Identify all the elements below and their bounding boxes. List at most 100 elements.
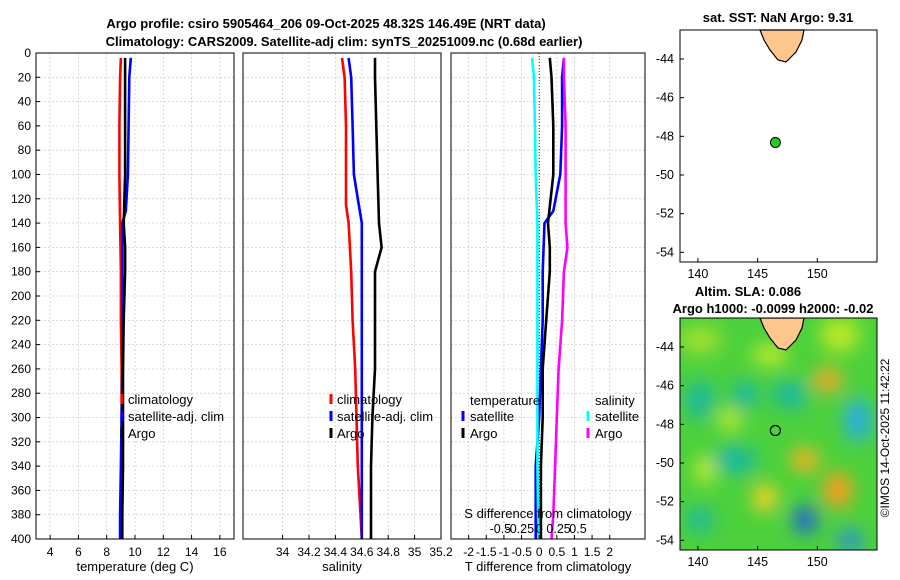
map-x-tick-label: 145 <box>747 555 768 569</box>
figure-title-line1: Argo profile: csiro 5905464_206 09-Oct-2… <box>106 16 545 31</box>
sst-map-panel: sat. SST: NaN Argo: 9.31 140 145 150 -44 -46… <box>656 10 878 281</box>
map-y-tick-label: -44 <box>656 52 674 66</box>
figure-title-line2: Climatology: CARS2009. Satellite-adj cli… <box>106 34 583 49</box>
map-x-tick-label: 145 <box>747 267 768 281</box>
x-tick-label: -1 <box>499 545 510 559</box>
x-tick-label: -0.5 <box>511 545 532 559</box>
y-tick-label: 120 <box>11 192 31 206</box>
series-argo <box>550 57 569 540</box>
legend-label: Argo <box>128 426 155 441</box>
sla-map-frame <box>679 317 878 551</box>
x-tick-label: -1.5 <box>476 545 497 559</box>
legend-label: climatology <box>337 392 403 407</box>
x-tick-label: -2 <box>463 545 474 559</box>
map-y-tick-label: -54 <box>656 245 674 259</box>
legend-label: satellite <box>470 409 514 424</box>
tasmania-landmass <box>759 29 805 63</box>
tasmania-landmass-sla <box>759 318 805 351</box>
x-tick-label: 16 <box>213 545 227 559</box>
series-satellite-adj-clim <box>347 57 364 539</box>
map-x-tick-label: 150 <box>807 555 828 569</box>
argo-location-marker <box>769 137 781 149</box>
axes-frame <box>242 52 442 540</box>
y-tick-label: 80 <box>18 143 32 157</box>
x-tick-label: 34.2 <box>297 545 321 559</box>
map-x-tick-label: 150 <box>807 267 828 281</box>
y-tick-label: 300 <box>11 411 31 425</box>
legend-label: satellite <box>595 409 639 424</box>
temperature-panel: 4 6 8 10 12 14 16 temperature (deg C) 0 20 40 60 80 1… <box>11 46 235 574</box>
sla-heatmap <box>680 318 877 550</box>
y-tick-label: 360 <box>11 483 31 497</box>
x-axis-label: temperature (deg C) <box>76 559 193 574</box>
map-x-tick-label: 140 <box>687 555 708 569</box>
x-tick-label: 35.2 <box>429 545 453 559</box>
y-tick-label: 40 <box>18 95 32 109</box>
map-y-tick-label: -46 <box>656 379 674 393</box>
legend-title-salinity: salinity <box>595 393 635 408</box>
map-y-tick-label: -50 <box>656 456 674 470</box>
x-tick-label: 34.4 <box>324 545 348 559</box>
axes-frame <box>450 52 646 540</box>
x-tick-label: 6 <box>75 545 82 559</box>
legend-label: Argo <box>470 426 497 441</box>
salinity-panel: 34 34.2 34.4 34.6 34.8 35 35.2 salinity climatol… <box>242 52 453 574</box>
legend-label: Argo <box>337 426 364 441</box>
legend-label: Argo <box>595 426 622 441</box>
series-satellite <box>530 57 540 540</box>
sla-map-panel: Altim. SLA: 0.086 Argo h1000: -0.0099 h2… <box>656 284 878 569</box>
salinity-difference-tick-label: -0.5 <box>490 522 512 536</box>
x-tick-label: 4 <box>47 545 54 559</box>
legend-label: satellite-adj. clim <box>128 409 224 424</box>
y-tick-label: 380 <box>11 508 31 522</box>
x-tick-label: 1.5 <box>584 545 601 559</box>
salinity-difference-tick-label: 0.5 <box>569 522 586 536</box>
argo-location-marker-sla <box>769 424 781 437</box>
map-y-tick-label: -50 <box>656 168 674 182</box>
y-tick-label: 240 <box>11 338 31 352</box>
y-tick-label: 60 <box>18 119 32 133</box>
map-y-tick-label: -54 <box>656 533 674 547</box>
y-tick-label: 200 <box>11 289 31 303</box>
x-tick-label: 1 <box>571 545 578 559</box>
y-tick-label: 100 <box>11 168 31 182</box>
x-tick-label: 2 <box>606 545 613 559</box>
salinity-difference-tick-label: 0.25 <box>546 522 570 536</box>
y-tick-label: 20 <box>18 70 32 84</box>
y-tick-label: 0 <box>24 46 31 60</box>
legend-label: satellite-adj. clim <box>337 409 433 424</box>
x-tick-label: 0 <box>536 545 543 559</box>
map-y-tick-label: -48 <box>656 417 674 431</box>
x-tick-label: 34 <box>276 545 290 559</box>
x-axis-label: T difference from climatology <box>465 559 632 574</box>
map-y-tick-label: -52 <box>656 207 674 221</box>
difference-panel: -2 -1.5 -1 -0.5 0 0.5 1 1.5 2T difference from c… <box>450 52 646 574</box>
legend-label: climatology <box>128 392 194 407</box>
x-tick-label: 12 <box>157 545 171 559</box>
series-argo <box>539 57 555 539</box>
sst-map-title: sat. SST: NaN Argo: 9.31 <box>703 10 854 25</box>
x-tick-label: 0.5 <box>548 545 565 559</box>
x-tick-label: 8 <box>103 545 110 559</box>
salinity-difference-tick-label: -0.25 <box>506 522 535 536</box>
sla-title-line1: Altim. SLA: 0.086 <box>695 284 801 299</box>
series-argo <box>369 57 383 539</box>
map-y-tick-label: -52 <box>656 495 674 509</box>
x-axis-label: salinity <box>322 559 362 574</box>
map-y-tick-label: -48 <box>656 129 674 143</box>
map-x-tick-label: 140 <box>687 267 708 281</box>
y-tick-label: 220 <box>11 313 31 327</box>
salinity-difference-tick-label: 0 <box>536 522 543 536</box>
y-tick-label: 140 <box>11 216 31 230</box>
y-tick-label: 340 <box>11 459 31 473</box>
x-tick-label: 34.8 <box>377 545 401 559</box>
y-tick-label: 160 <box>11 240 31 254</box>
sla-title-line2: Argo h1000: -0.0099 h2000: -0.02 <box>673 301 874 316</box>
x-tick-label: 34.6 <box>350 545 374 559</box>
y-tick-label: 280 <box>11 386 31 400</box>
map-y-tick-label: -46 <box>656 91 674 105</box>
series-argo <box>121 57 127 539</box>
x-tick-label: 35 <box>408 545 422 559</box>
salinity-difference-axis-label: S difference from climatology <box>464 506 632 521</box>
